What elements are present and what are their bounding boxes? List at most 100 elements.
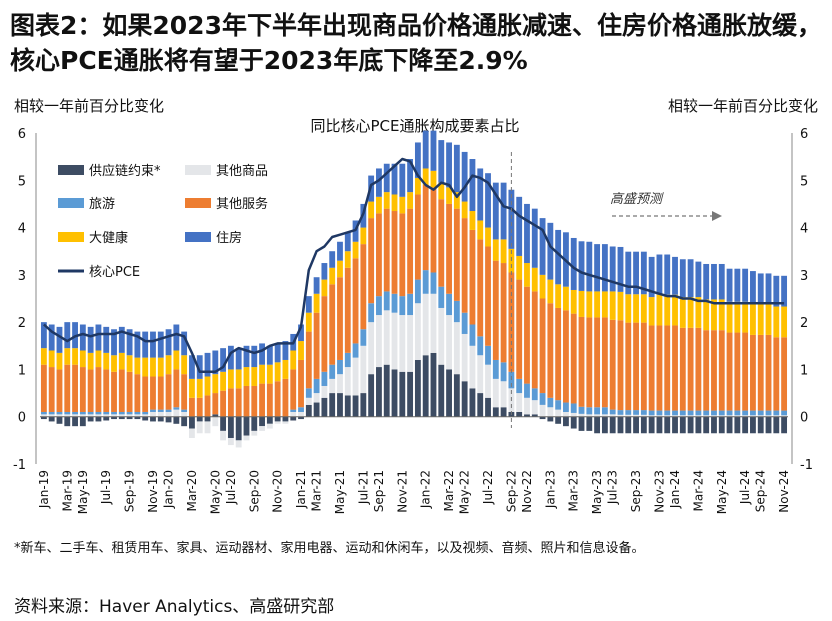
bar-segment-goods	[485, 364, 491, 398]
footnote: *新车、二手车、租赁用车、家具、运动器材、家用电器、运动和休闲车，以及视频、音频…	[14, 541, 645, 556]
bar-segment-supply	[563, 416, 569, 427]
bar-segment-supply	[524, 414, 530, 417]
bar-segment-supply	[430, 352, 437, 417]
bar-segment-housing	[383, 163, 390, 193]
bar-segment-supply	[422, 355, 429, 417]
bar-segment-services	[72, 364, 78, 412]
bar-segment-goods	[298, 411, 304, 417]
bar-segment-goods	[773, 415, 780, 417]
bar-segment-services	[742, 332, 749, 411]
bar-segment-housing	[711, 263, 717, 300]
bar-segment-housing	[212, 350, 219, 375]
bar-segment-goods	[352, 357, 359, 396]
bar-segment-travel	[500, 362, 507, 382]
bar-segment-housing	[742, 268, 749, 302]
bar-segment-goods	[259, 426, 265, 431]
bar-segment-supply	[48, 416, 55, 422]
bar-segment-travel	[531, 388, 538, 401]
bar-segment-travel	[757, 410, 764, 416]
bar-segment-health	[648, 297, 655, 326]
bar-segment-goods	[461, 333, 468, 382]
bar-segment-services	[118, 369, 125, 412]
bar-segment-goods	[274, 421, 281, 424]
legend-swatch-travel	[58, 198, 84, 208]
bar-segment-goods	[625, 414, 632, 417]
bar-segment-health	[376, 196, 382, 214]
bar-segment-housing	[181, 331, 188, 356]
bar-segment-housing	[757, 273, 764, 305]
bar-segment-services	[757, 334, 764, 411]
legend-label-core: 核心PCE	[89, 265, 140, 280]
bar-segment-housing	[298, 324, 304, 342]
bar-segment-goods	[56, 414, 63, 417]
bar-segment-services	[290, 369, 297, 410]
bar-segment-health	[664, 294, 671, 326]
bar-segment-health	[687, 297, 694, 328]
bar-segment-travel	[134, 411, 141, 415]
bar-segment-housing	[453, 144, 460, 193]
bar-segment-housing	[461, 151, 468, 202]
bar-segment-services	[352, 258, 359, 344]
bar-segment-housing	[539, 218, 546, 275]
bar-segment-housing	[337, 241, 343, 261]
bar-segment-travel	[555, 400, 562, 410]
bar-segment-services	[547, 303, 554, 398]
bar-segment-travel	[726, 410, 733, 416]
bar-segment-housing	[524, 203, 530, 264]
bar-segment-travel	[461, 312, 468, 334]
bar-segment-housing	[485, 173, 491, 228]
bar-segment-travel	[625, 410, 632, 415]
bar-segment-services	[313, 312, 320, 379]
bar-segment-services	[399, 213, 406, 297]
bar-segment-services	[266, 383, 273, 417]
bar-segment-housing	[726, 268, 733, 302]
bar-segment-travel	[337, 359, 343, 375]
x-tick-label: May-23	[590, 470, 604, 514]
bar-segment-supply	[274, 416, 281, 422]
bar-segment-travel	[563, 402, 569, 412]
bar-segment-travel	[56, 411, 63, 415]
bar-segment-travel	[594, 407, 601, 415]
bar-segment-housing	[781, 275, 788, 307]
bar-segment-health	[578, 290, 585, 317]
bar-segment-goods	[687, 415, 694, 417]
legend-label-goods: 其他商品	[216, 164, 268, 179]
bar-segment-health	[72, 348, 78, 365]
bar-segment-supply	[344, 395, 351, 417]
bar-segment-supply	[773, 416, 780, 434]
bar-segment-supply	[438, 364, 445, 417]
bar-segment-services	[594, 317, 601, 408]
bar-segment-goods	[220, 430, 227, 441]
bar-segment-services	[679, 327, 686, 411]
bar-segment-travel	[672, 410, 678, 416]
bar-segment-housing	[718, 263, 725, 300]
bar-segment-supply	[282, 416, 289, 422]
bar-segment-supply	[399, 371, 406, 417]
bar-segment-supply	[446, 369, 452, 417]
x-tick-label: Mar-21	[310, 470, 324, 511]
bar-segment-housing	[344, 232, 351, 252]
bar-segment-health	[196, 378, 203, 398]
bar-segment-supply	[757, 416, 764, 434]
bar-segment-goods	[87, 414, 94, 417]
bar-segment-housing	[750, 271, 756, 305]
bar-segment-goods	[734, 415, 741, 417]
bar-segment-supply	[352, 395, 359, 417]
bar-segment-housing	[305, 296, 312, 313]
bar-segment-health	[718, 299, 725, 331]
bar-segment-supply	[266, 416, 273, 424]
bar-segment-goods	[617, 414, 624, 417]
bar-segment-services	[656, 325, 663, 411]
bar-segment-health	[56, 352, 63, 370]
bar-segment-housing	[469, 159, 476, 212]
bar-segment-goods	[601, 414, 608, 417]
bar-segment-housing	[243, 345, 250, 368]
bar-segment-goods	[329, 378, 336, 394]
y-tick-right: 2	[800, 316, 808, 331]
bar-segment-services	[383, 208, 390, 292]
bar-segment-housing	[477, 168, 484, 221]
x-tick-label: May-20	[208, 470, 222, 514]
bar-segment-housing	[134, 331, 141, 358]
bar-segment-supply	[461, 381, 468, 417]
bar-segment-supply	[64, 416, 71, 427]
